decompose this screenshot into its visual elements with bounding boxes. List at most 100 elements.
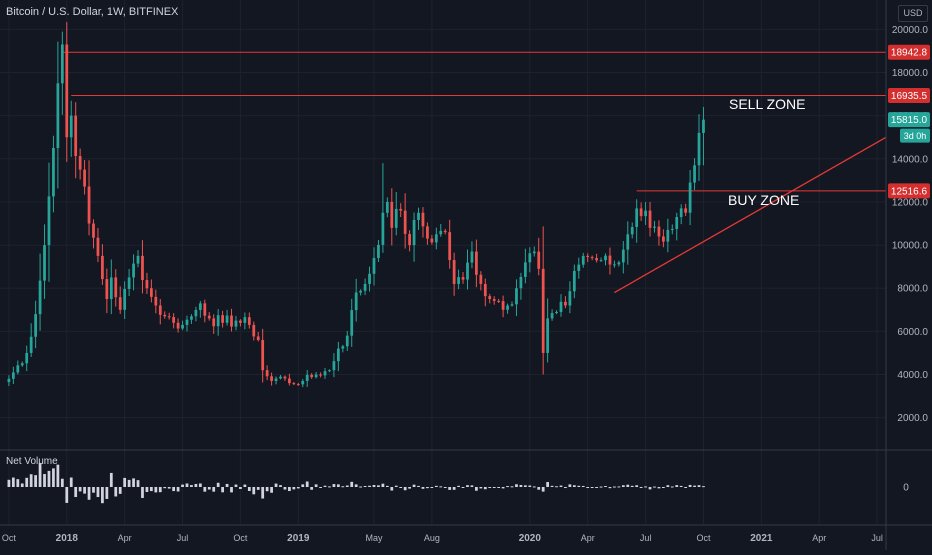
volume-bar	[488, 487, 492, 488]
volume-bar	[158, 487, 162, 493]
candle-body	[506, 305, 509, 310]
candle-body	[492, 299, 496, 301]
volume-bar	[662, 487, 665, 488]
candle-body	[483, 283, 487, 297]
volume-bar	[11, 477, 15, 487]
volume-bar	[314, 484, 318, 487]
level-badge	[888, 88, 930, 104]
volume-bar	[265, 487, 269, 492]
candle-body	[675, 217, 679, 229]
candle-body	[274, 378, 278, 381]
candle-body	[167, 316, 171, 318]
x-tick-label: May	[365, 533, 383, 543]
x-tick-label: Jul	[640, 533, 652, 543]
candle-body	[203, 303, 207, 316]
volume-bar	[109, 472, 113, 487]
volume-bar	[510, 486, 514, 488]
volume-bar	[697, 485, 701, 487]
x-tick-label: 2021	[750, 533, 773, 544]
current-price-badge	[888, 112, 930, 128]
candle-body	[697, 132, 701, 166]
candle-body	[132, 263, 135, 278]
volume-bar	[684, 487, 688, 488]
candle-body	[105, 279, 109, 300]
candle-body	[577, 264, 581, 271]
volume-bar	[608, 487, 612, 489]
volume-bar	[617, 486, 621, 488]
buy-zone-label: BUY ZONE	[728, 192, 800, 208]
volume-bar	[92, 487, 95, 493]
volume-bar	[292, 487, 296, 490]
volume-bar	[604, 486, 607, 488]
candle-body	[466, 262, 469, 280]
candle-body	[394, 208, 398, 228]
volume-bar	[52, 468, 55, 487]
volume-bar	[359, 486, 363, 488]
candle-body	[679, 208, 683, 218]
volume-bar	[577, 485, 581, 487]
candle-body	[688, 182, 692, 213]
volume-bar	[16, 479, 20, 487]
candle-body	[412, 220, 416, 246]
candle-body	[92, 223, 95, 238]
candle-body	[87, 186, 91, 224]
volume-bar	[114, 487, 118, 497]
candle-body	[439, 230, 443, 235]
x-tick-label: Apr	[812, 533, 826, 543]
volume-bar	[653, 486, 656, 488]
candle-body	[604, 255, 607, 261]
volume-bar	[421, 487, 425, 489]
candle-body	[176, 322, 180, 329]
candle-body	[154, 296, 158, 306]
candle-body	[550, 313, 554, 319]
candle-body	[185, 319, 189, 325]
volume-bars	[7, 462, 705, 504]
candle-body	[288, 378, 291, 384]
volume-bar	[301, 484, 305, 487]
candle-body	[101, 255, 104, 280]
candle-body	[163, 314, 167, 317]
volume-bar	[247, 487, 251, 491]
volume-bar	[581, 485, 585, 487]
volume-bar	[363, 485, 367, 487]
candle-body	[372, 258, 376, 274]
candle-body	[448, 232, 452, 261]
volume-bar	[225, 483, 229, 487]
candle-body	[523, 262, 527, 277]
x-tick-label: Oct	[696, 533, 711, 543]
candle-body	[662, 236, 665, 242]
volume-bar	[434, 485, 438, 487]
volume-bar	[149, 487, 153, 492]
x-tick-label: Oct	[2, 533, 17, 543]
candle-body	[470, 251, 474, 263]
volume-bar	[34, 475, 37, 487]
candle-body	[408, 233, 411, 246]
volume-bar	[630, 485, 634, 487]
candle-body	[261, 340, 265, 371]
candle-body	[141, 255, 144, 281]
volume-bar	[323, 485, 327, 487]
candle-body	[385, 201, 389, 213]
volume-bar	[559, 485, 563, 487]
volume-bar	[345, 485, 349, 487]
candle-body	[399, 208, 403, 211]
currency-button[interactable]: USD	[898, 5, 928, 22]
volume-pane-label: Net Volume	[6, 456, 58, 467]
candle-body	[78, 156, 82, 170]
current-price-label: 15815.0	[891, 115, 928, 126]
candle-body	[296, 384, 300, 386]
candle-body	[452, 260, 456, 284]
volume-bar	[430, 487, 434, 488]
volume-bar	[274, 483, 278, 487]
candle-body	[519, 276, 523, 289]
countdown-label: 3d 0h	[904, 131, 927, 141]
volume-bar	[595, 487, 598, 488]
x-tick-label: Apr	[581, 533, 595, 543]
volume-bar	[532, 486, 536, 488]
candle-body	[590, 257, 594, 259]
candle-body	[368, 273, 371, 284]
volume-bar	[336, 484, 340, 487]
candle-body	[283, 376, 287, 379]
candle-body	[127, 277, 131, 289]
